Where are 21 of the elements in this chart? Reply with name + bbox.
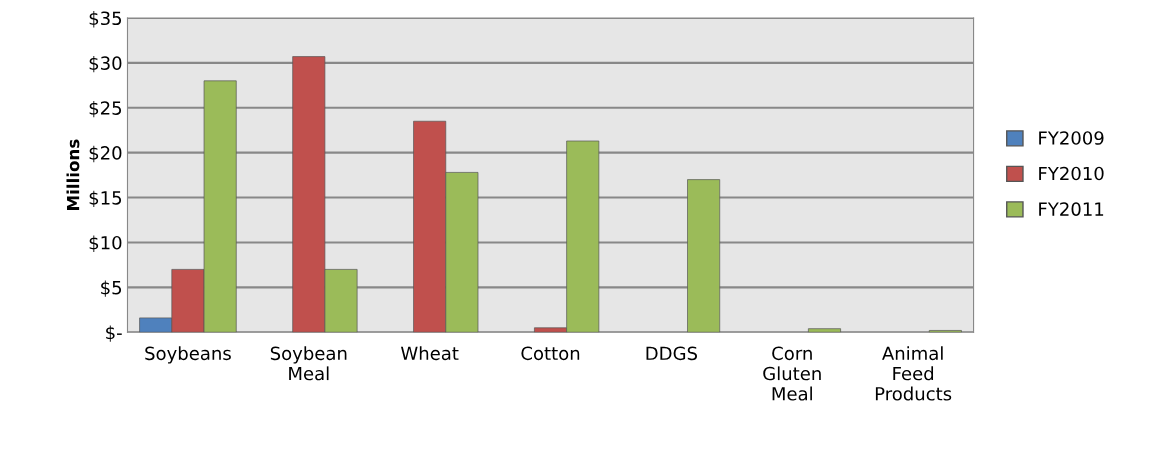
y-tick-label: $30 [89, 56, 122, 73]
x-tick-label: Corn Gluten Meal [763, 346, 821, 401]
x-tick-label: DDGS [646, 346, 698, 361]
y-tick-label: $- [106, 325, 122, 342]
x-tick-label: Soybeans [145, 346, 231, 364]
y-tick-label: $35 [89, 11, 122, 28]
x-tick-label: Animal Feed Products [875, 346, 952, 401]
y-tick-label: $10 [89, 235, 122, 252]
y-axis-title: Millions [66, 139, 80, 210]
y-tick-label: $5 [101, 280, 122, 297]
legend-label: FY2009 [1039, 131, 1104, 145]
x-tick-label: Soybean Meal [270, 346, 347, 381]
y-tick-label: $15 [89, 190, 122, 208]
legend-label: FY2011 [1039, 202, 1104, 216]
bar [808, 328, 841, 333]
y-tick-label: $25 [89, 100, 122, 118]
x-tick-label: Cotton [521, 346, 580, 361]
x-tick-label: Wheat [400, 346, 459, 361]
y-tick-label: $20 [89, 145, 122, 163]
legend-label: FY2010 [1039, 166, 1104, 181]
bar [687, 179, 721, 333]
